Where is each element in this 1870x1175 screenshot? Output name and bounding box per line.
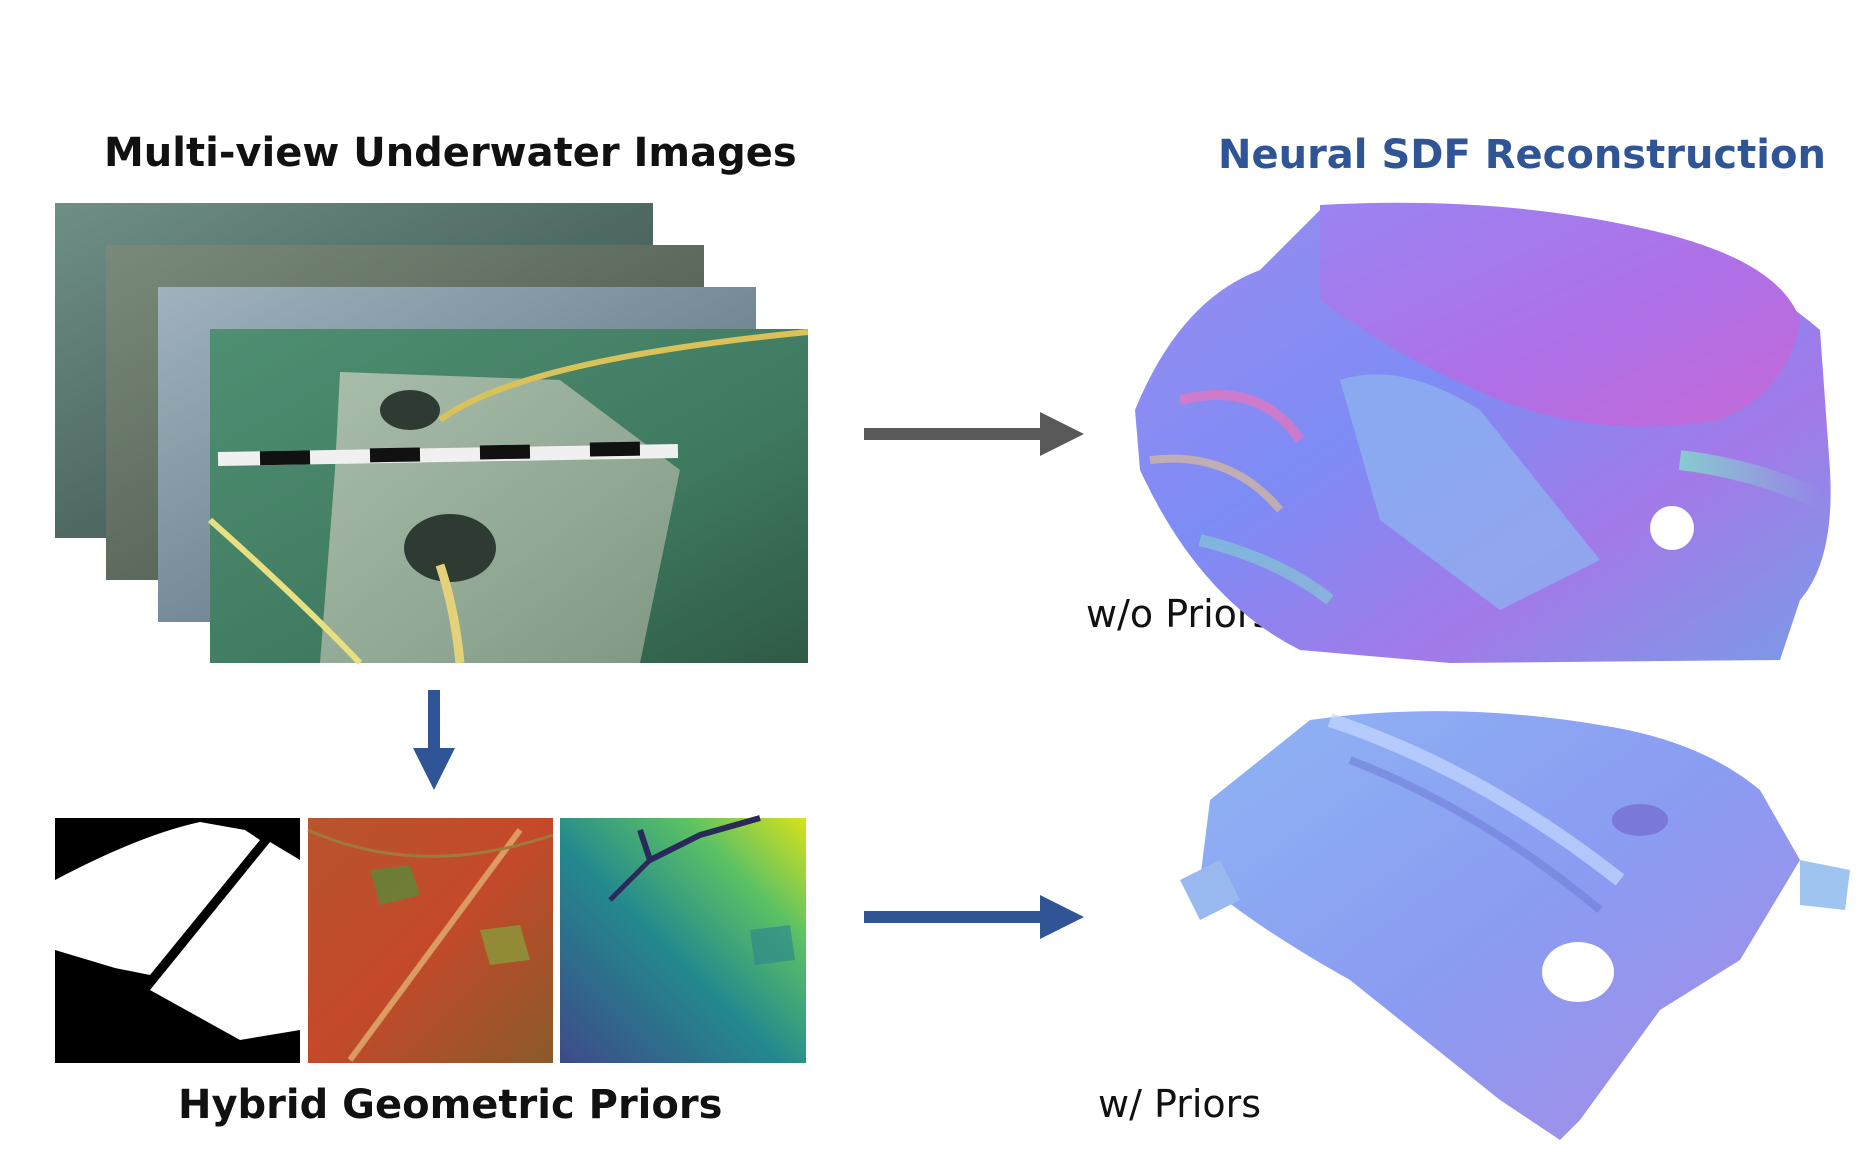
input-title: Multi-view Underwater Images xyxy=(104,130,797,176)
mask-prior xyxy=(55,818,300,1063)
with-priors-label: w/ Priors xyxy=(1098,1082,1262,1126)
underwater-image-stack xyxy=(55,203,809,666)
sdf-without-priors xyxy=(1135,202,1831,663)
normal-prior xyxy=(307,818,554,1063)
sdf-with-priors xyxy=(1180,711,1850,1140)
gray-arrow xyxy=(864,412,1084,456)
priors-title: Hybrid Geometric Priors xyxy=(178,1082,723,1128)
blue-arrow xyxy=(864,895,1084,939)
underwater-image-4 xyxy=(208,329,809,666)
output-title: Neural SDF Reconstruction xyxy=(1218,132,1826,178)
depth-prior xyxy=(560,815,806,1063)
down-arrow xyxy=(413,690,455,790)
